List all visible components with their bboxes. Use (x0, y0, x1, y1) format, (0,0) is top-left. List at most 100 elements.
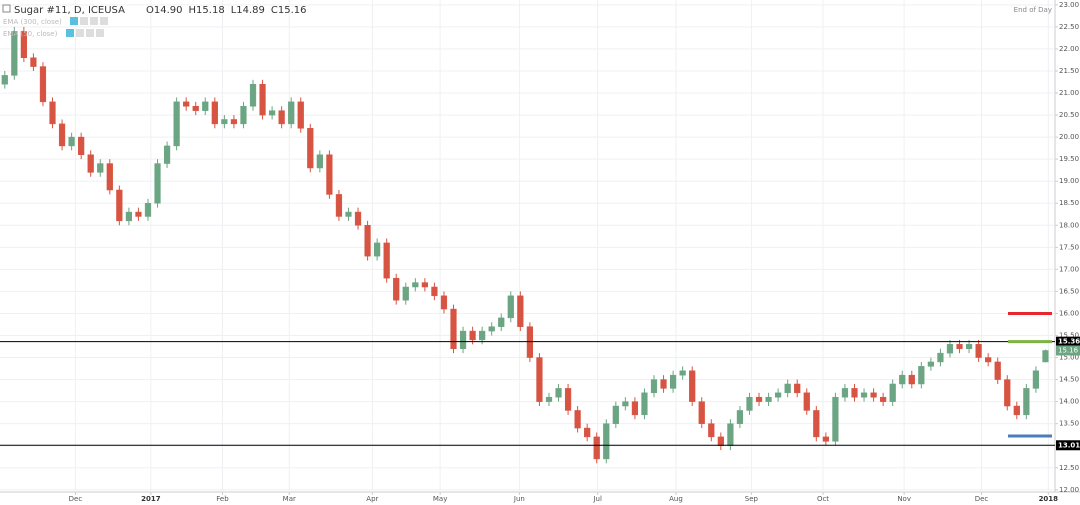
ohlc-value: 14.89 (236, 5, 265, 16)
candle-body (746, 396, 753, 411)
ohlc-key: O (146, 5, 154, 16)
candle-body (383, 242, 390, 279)
y-tick-label: 21.50 (1059, 67, 1079, 75)
candle-body (30, 57, 37, 67)
candle-body (221, 119, 228, 125)
indicator-visible[interactable] (70, 17, 78, 25)
candle-body (374, 242, 381, 257)
x-tick-label: Dec (975, 495, 989, 503)
candle-body (813, 410, 820, 438)
candle-body (803, 392, 810, 411)
candle-body (412, 282, 419, 288)
candle-body (603, 423, 610, 460)
y-tick-label: 20.50 (1059, 111, 1079, 119)
candle-body (498, 317, 505, 327)
candle-body (116, 189, 123, 222)
candle-body (1032, 370, 1040, 389)
indicator-remove[interactable] (100, 17, 108, 25)
candle-body (851, 388, 858, 398)
candle-body (775, 392, 782, 398)
candle-body (288, 101, 295, 125)
candle-body (192, 105, 199, 111)
candle-body (87, 154, 94, 173)
candle-body (908, 374, 915, 385)
candle-body (889, 383, 896, 402)
candle-body (58, 123, 66, 147)
candle-body (574, 410, 581, 429)
candle-body (784, 383, 791, 394)
candle-body (421, 282, 428, 288)
candle-body (641, 392, 648, 416)
candle-body (154, 163, 161, 204)
candle-body (937, 352, 944, 363)
candle-body (832, 396, 839, 442)
grid (0, 0, 1055, 492)
candle-body (278, 110, 285, 125)
candle-body (965, 344, 973, 349)
indicator: EMA (50, close) (3, 30, 58, 38)
indicator-add[interactable] (90, 17, 98, 25)
last-price-label: 15.16 (1058, 346, 1079, 354)
candle-body (946, 344, 954, 354)
candle-body (593, 436, 600, 460)
candle-body (612, 405, 619, 424)
candle-body (622, 401, 629, 407)
candle-body (230, 119, 238, 125)
candle-body (144, 202, 152, 217)
candle-body (11, 31, 18, 76)
ohlc-key: C (271, 5, 278, 16)
candle-body (708, 423, 715, 438)
indicator-settings[interactable] (80, 17, 88, 25)
header: Sugar #11, D, ICEUSA EMA (300, close) EM… (2, 4, 1052, 38)
collapse-icon[interactable] (2, 4, 11, 13)
candle-body (517, 295, 524, 327)
ohlc-value: 15.18 (196, 5, 225, 16)
candle-body (765, 396, 772, 402)
candle-body (335, 194, 343, 217)
x-tick-label: 2017 (141, 495, 161, 503)
candle-body (39, 66, 47, 103)
x-tick-label: Jul (592, 495, 602, 503)
x-tick-label: Nov (897, 495, 911, 503)
indicator-settings[interactable] (76, 29, 84, 37)
candle-body (918, 366, 925, 385)
last-price-bg (1056, 345, 1080, 356)
x-tick-label: Feb (216, 495, 229, 503)
candle-body (183, 101, 190, 107)
mode-label: End of Day (1014, 6, 1052, 14)
y-tick-label: 19.00 (1059, 177, 1079, 185)
candle-body (841, 388, 849, 398)
candle-body (1004, 379, 1011, 407)
candle-body (755, 396, 763, 402)
indicator-remove[interactable] (96, 29, 104, 37)
candle-body (650, 379, 658, 394)
x-tick-label: Oct (817, 495, 829, 503)
candle-body (679, 370, 686, 376)
symbol: Sugar #11, D, ICEUSA (14, 5, 125, 16)
candle-body (899, 374, 906, 385)
candle-body (631, 401, 639, 416)
price-label: 13.01 (1058, 441, 1080, 449)
indicator-add[interactable] (86, 29, 94, 37)
candle-body (202, 101, 209, 111)
y-tick-label: 16.50 (1059, 287, 1079, 295)
candle-body (316, 154, 323, 169)
candle-body (985, 357, 992, 363)
x-tick-label: Sep (745, 495, 759, 503)
candle-body (536, 357, 543, 402)
x-tick-label: Mar (283, 495, 296, 503)
x-tick-label: Jun (513, 495, 525, 503)
y-tick-label: 22.50 (1059, 23, 1079, 31)
indicator-visible[interactable] (66, 29, 74, 37)
x-tick-label: Dec (69, 495, 83, 503)
candle-body (402, 286, 409, 301)
candle-body (97, 163, 104, 173)
candle-body (717, 436, 724, 446)
candle-body (555, 388, 562, 398)
candle-body (78, 136, 85, 155)
x-tick-label: May (433, 495, 447, 503)
candle-body (1042, 350, 1049, 363)
y-tick-label: 18.50 (1059, 199, 1079, 207)
